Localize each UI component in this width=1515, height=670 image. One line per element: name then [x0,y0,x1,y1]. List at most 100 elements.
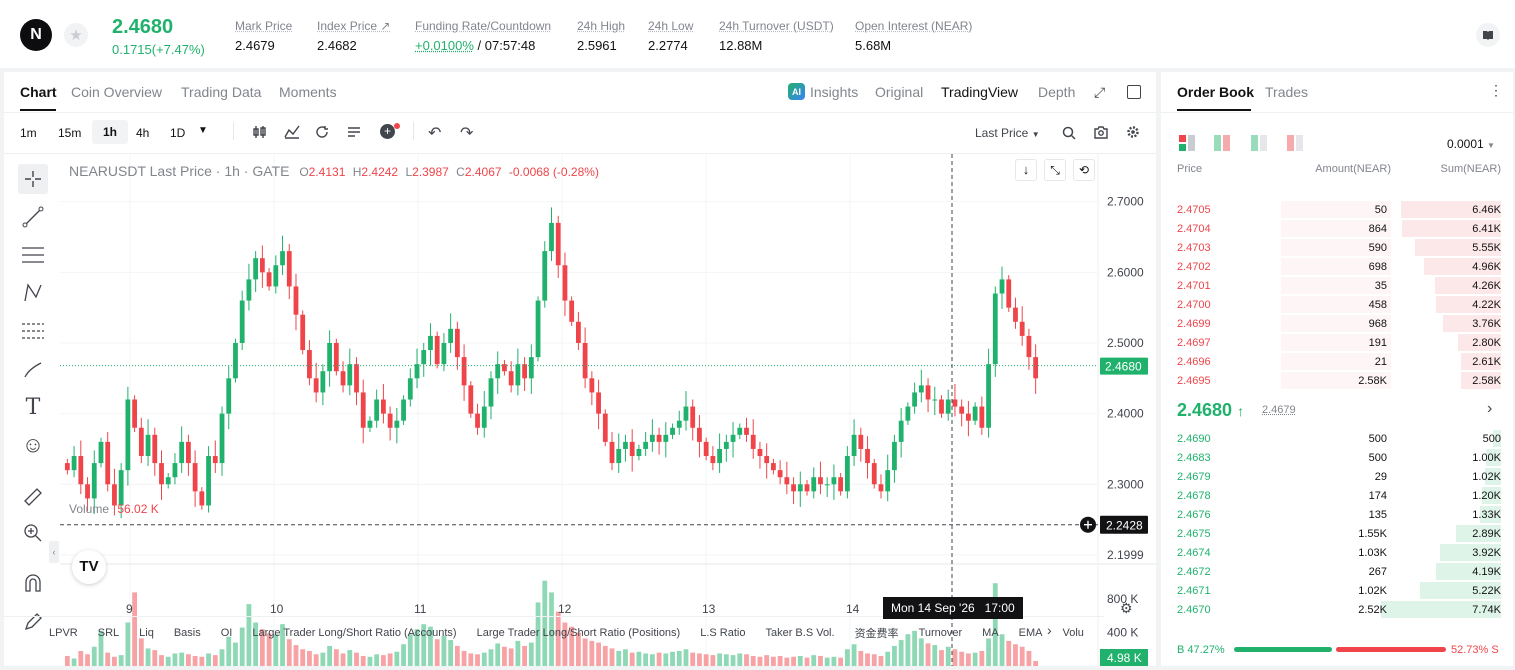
ask-row[interactable]: 2.4703 590 5.55K [1161,238,1513,257]
bid-row[interactable]: 2.4674 1.03K 3.92K [1161,543,1513,562]
magnet-icon[interactable] [18,569,48,599]
price-chart-canvas[interactable]: 2.7000 2.6000 2.5000 2.4000 2.3000 2.1999 2.46… [4,154,1156,666]
ask-row[interactable]: 2.4697 191 2.80K [1161,333,1513,352]
volume-bar [421,624,427,666]
ask-row[interactable]: 2.4704 864 6.41K [1161,219,1513,238]
indicator-shortcut-13[interactable]: Volu [1062,627,1084,639]
indicator-shortcut-7[interactable]: L.S Ratio [700,627,746,639]
fibonacci-tool-icon[interactable] [18,316,48,346]
indicator-shortcut-11[interactable]: MA [982,627,999,639]
book-view-both-icon[interactable] [1179,135,1195,151]
more-indicators-chevron-icon[interactable]: › [1047,622,1052,638]
zoom-in-icon[interactable] [18,518,48,548]
tab-order-book[interactable]: Order Book [1177,84,1255,100]
bid-row[interactable]: 2.4672 267 4.19K [1161,562,1513,581]
depth-bar [1435,277,1501,294]
near-logo: N [20,19,52,51]
tab-coin-overview[interactable]: Coin Overview [71,84,163,100]
indicator-shortcut-12[interactable]: EMA [1018,627,1043,639]
indicator-shortcut-0[interactable]: LPVR [49,627,78,639]
indicator-shortcut-3[interactable]: Basis [173,627,201,639]
tab-tradingview[interactable]: TradingView [941,84,1019,100]
bid-row[interactable]: 2.4679 29 1.02K [1161,467,1513,486]
add-indicator-icon[interactable]: + [380,124,395,139]
interval-1d[interactable]: 1D [170,126,186,140]
index-price-stat[interactable]: Index Price ↗ 2.4682 [317,19,391,53]
bid-row[interactable]: 2.4683 500 1.00K [1161,448,1513,467]
candle-body [945,399,951,414]
interval-1m[interactable]: 1m [20,126,37,140]
reset-chart-icon[interactable]: ⟲ [1073,159,1095,181]
fullscreen-icon[interactable]: ⤡ [1044,159,1066,181]
volume-bar [192,655,198,666]
templates-icon[interactable] [347,125,361,139]
indicators-icon[interactable] [284,125,300,139]
ask-row[interactable]: 2.4695 2.58K 2.58K [1161,371,1513,390]
depth-bar [1381,601,1501,618]
text-tool-icon[interactable]: T [25,394,41,420]
interval-4h[interactable]: 4h [136,126,150,140]
tab-moments[interactable]: Moments [279,84,337,100]
tradingview-logo[interactable]: TV [72,550,106,584]
tab-trades[interactable]: Trades [1265,84,1309,100]
favorite-star-icon[interactable]: ★ [64,23,88,47]
bid-row[interactable]: 2.4675 1.55K 2.89K [1161,524,1513,543]
camera-icon[interactable] [1094,126,1108,139]
indicator-shortcut-6[interactable]: Large Trader Long/Short Ratio (Positions… [476,627,681,639]
bid-row[interactable]: 2.4671 1.02K 5.22K [1161,581,1513,600]
interval-dropdown-icon[interactable]: ▼ [198,125,208,136]
book-icon[interactable] [1476,23,1500,47]
undo-icon[interactable]: ↶ [428,125,442,142]
ai-insights-icon[interactable]: AI [788,83,805,100]
price-type-select[interactable]: Last Price ▼ [975,126,1040,140]
expand-icon[interactable]: ⤢ [1094,84,1106,100]
more-options-icon[interactable]: ⋮ [1489,82,1503,98]
indicator-shortcut-10[interactable]: Turnover [918,627,963,639]
chart-settings-icon[interactable]: ⚙ [1120,600,1133,616]
redo-icon[interactable]: ↷ [460,125,474,142]
candles-icon[interactable] [253,125,267,139]
tab-depth[interactable]: Depth [1038,84,1076,100]
brush-tool-icon[interactable] [18,354,48,384]
search-icon[interactable] [1062,126,1076,140]
ask-row[interactable]: 2.4705 50 6.46K [1161,200,1513,219]
indicator-shortcut-2[interactable]: Liq [139,627,154,639]
interval-15m[interactable]: 15m [58,126,82,140]
collapse-toolbar-icon[interactable]: ‹ [49,541,59,563]
window-icon[interactable] [1127,85,1141,99]
crosshair-tool-icon[interactable] [18,164,48,194]
book-view-asks-icon[interactable] [1287,135,1303,151]
settings-gear-icon[interactable] [1126,125,1140,139]
indicator-shortcut-9[interactable]: 资金费率 [854,628,899,640]
chevron-right-icon[interactable]: › [1487,400,1493,417]
indicator-shortcut-4[interactable]: OI [220,627,233,639]
ruler-tool-icon[interactable] [18,482,48,512]
bid-row[interactable]: 2.4676 135 1.33K [1161,505,1513,524]
ask-row[interactable]: 2.4700 458 4.22K [1161,295,1513,314]
indicator-shortcut-8[interactable]: Taker B.S Vol. [765,627,835,639]
bid-row[interactable]: 2.4670 2.52K 7.74K [1161,600,1513,619]
ask-row[interactable]: 2.4699 968 3.76K [1161,314,1513,333]
tab-original[interactable]: Original [875,84,924,100]
emoji-tool-icon[interactable]: ☺ [21,432,45,457]
volume-bar [286,639,292,666]
horizontal-lines-tool-icon[interactable] [18,240,48,270]
interval-1h[interactable]: 1h [92,120,128,144]
indicator-shortcut-1[interactable]: SRL [97,627,120,639]
precision-select[interactable]: 0.0001 ▼ [1447,137,1495,151]
scroll-down-icon[interactable]: ↓ [1015,159,1037,181]
trend-line-tool-icon[interactable] [18,202,48,232]
bid-row[interactable]: 2.4690 500 500 [1161,429,1513,448]
ask-row[interactable]: 2.4702 698 4.96K [1161,257,1513,276]
pattern-tool-icon[interactable] [18,278,48,308]
ask-row[interactable]: 2.4701 35 4.26K [1161,276,1513,295]
tab-chart[interactable]: Chart [20,84,57,100]
bid-row[interactable]: 2.4678 174 1.20K [1161,486,1513,505]
tab-insights[interactable]: Insights [810,84,859,100]
ask-row[interactable]: 2.4696 21 2.61K [1161,352,1513,371]
book-view-split-icon[interactable] [1214,135,1230,151]
indicator-shortcut-5[interactable]: Large Trader Long/Short Ratio (Accounts) [252,627,457,639]
replay-icon[interactable] [315,125,329,139]
book-view-bids-icon[interactable] [1251,135,1267,151]
tab-trading-data[interactable]: Trading Data [181,84,262,100]
